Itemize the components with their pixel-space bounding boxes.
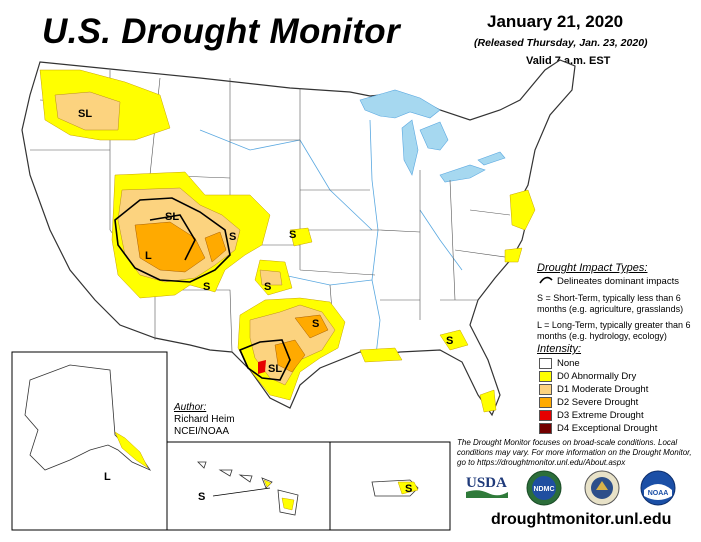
label-sl-tx-south: SL xyxy=(268,363,282,375)
noaa-logo-text: NOAA xyxy=(648,490,669,497)
drought-monitor-note: The Drought Monitor focuses on broad-sca… xyxy=(457,438,692,467)
label-s-puerto-rico: S xyxy=(405,483,412,495)
usda-logo-text: USDA xyxy=(466,475,507,491)
long-term-text: L = Long-Term, typically greater than 6 … xyxy=(537,320,691,341)
d2-areas xyxy=(134,221,329,373)
ndmc-logo: NDMC xyxy=(526,470,562,506)
author-block: Author: Richard Heim NCEI/NOAA xyxy=(174,402,235,438)
hawaii-inset-frame xyxy=(166,441,331,531)
alaska-land xyxy=(24,364,152,471)
swatch-d2 xyxy=(539,397,552,408)
alaska-inset-frame xyxy=(11,351,168,531)
alaska-d0 xyxy=(114,431,149,469)
label-l-southwest: L xyxy=(145,250,152,262)
intensity-item-d1: D1 Moderate Drought xyxy=(539,384,648,396)
ndmc-logo-text: NDMC xyxy=(534,486,555,493)
valid-time: Valid 7 a.m. EST xyxy=(526,55,611,67)
pr-inset-frame xyxy=(329,441,451,531)
hawaii-islands xyxy=(197,461,299,516)
hawaii-leader xyxy=(212,487,271,497)
intensity-item-d2: D2 Severe Drought xyxy=(539,397,638,409)
doc-seal-logo xyxy=(584,470,620,506)
d3-area xyxy=(258,360,266,374)
noaa-logo: NOAA xyxy=(640,470,676,506)
swatch-none xyxy=(539,358,552,369)
swatch-d0 xyxy=(539,371,552,382)
author-name: Richard Heim xyxy=(174,414,235,425)
label-s-ok: S xyxy=(264,281,271,293)
label-sl-northwest: SL xyxy=(78,108,92,120)
label-s-tx-north: S xyxy=(312,318,319,330)
label-s-nm: S xyxy=(203,281,210,293)
hawaii-d0 xyxy=(263,479,295,511)
swatch-d4 xyxy=(539,423,552,434)
impact-legend: Drought Impact Types: Delineates dominan… xyxy=(537,262,697,342)
swatch-d3 xyxy=(539,410,552,421)
label-sl-colorado: SL xyxy=(165,211,179,223)
short-term-text: S = Short-Term, typically less than 6 mo… xyxy=(537,293,684,314)
intensity-item-d3: D3 Extreme Drought xyxy=(539,410,644,422)
great-lakes xyxy=(359,89,506,183)
author-header: Author: xyxy=(174,402,207,413)
usda-logo: USDA xyxy=(464,472,510,502)
intensity-item-none: None xyxy=(539,358,580,370)
label-s-hawaii: S xyxy=(198,491,205,503)
author-org: NCEI/NOAA xyxy=(174,426,230,437)
release-date: (Released Thursday, Jan. 23, 2020) xyxy=(474,37,648,49)
intensity-item-d0: D0 Abnormally Dry xyxy=(539,371,636,383)
label-l-alaska: L xyxy=(104,471,111,483)
intensity-item-d4: D4 Exceptional Drought xyxy=(539,423,657,435)
map-date: January 21, 2020 xyxy=(487,12,624,31)
delineates-text: Delineates dominant impacts xyxy=(557,276,679,287)
website-url[interactable]: droughtmonitor.unl.edu xyxy=(491,511,672,528)
intensity-legend-title: Intensity: xyxy=(537,343,582,355)
label-s-gulf: S xyxy=(446,335,453,347)
impact-lines xyxy=(114,197,291,381)
map-title: U.S. Drought Monitor xyxy=(42,12,400,51)
impact-legend-title: Drought Impact Types: xyxy=(537,262,648,274)
swatch-d1 xyxy=(539,384,552,395)
delineate-line-symbol xyxy=(539,276,553,284)
label-s-co-east: S xyxy=(229,231,236,243)
puerto-rico-d0 xyxy=(397,481,419,495)
label-s-kansas: S xyxy=(289,229,296,241)
